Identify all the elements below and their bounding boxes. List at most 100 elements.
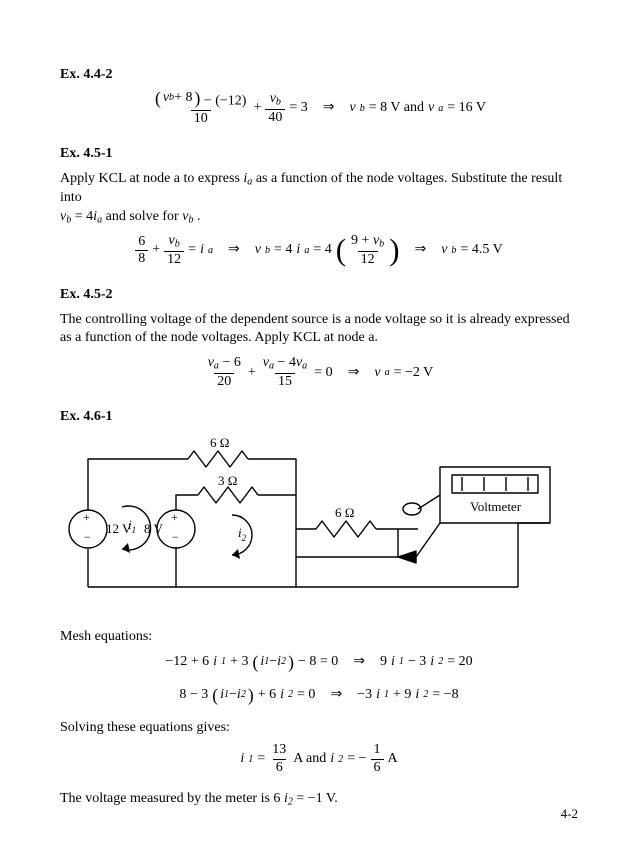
m4: − 4: [274, 355, 296, 370]
plus: +: [253, 99, 261, 118]
label-6ohm-top: 6 Ω: [210, 437, 229, 450]
p451-c: and solve for: [102, 209, 182, 224]
m1-ri2: i: [430, 653, 434, 672]
r-va-sub: a: [385, 366, 390, 380]
s-n1: 13: [269, 743, 289, 759]
m-ia-sub: a: [304, 244, 309, 258]
eqsign: =: [188, 241, 196, 260]
s-u: A and: [293, 750, 326, 769]
m2-pbs: 2: [241, 688, 246, 702]
sol-eq: i1 = 136 A and i2 = − 16 A: [60, 743, 578, 775]
res-va-sub: a: [438, 102, 443, 116]
svg-text:+: +: [83, 510, 90, 524]
s-eq2: = −: [347, 750, 366, 769]
imp: ⇒: [228, 241, 240, 260]
m1-ri1: i: [391, 653, 395, 672]
minus-neg12: − (−12): [200, 93, 246, 108]
m2-ri1s: 1: [384, 688, 389, 702]
svg-text:+: +: [171, 510, 178, 524]
r-neg2: = −2 V: [394, 364, 434, 383]
eq-452: va − 6 20 + va − 4va 15 = 0 ⇒ va = −2 V: [60, 354, 578, 390]
m1-r: 9: [380, 653, 387, 672]
d12: 12: [164, 251, 184, 268]
res-vb: v: [349, 99, 355, 118]
svg-text:−: −: [84, 530, 91, 544]
meas-a: The voltage measured by the meter is 6: [60, 791, 284, 806]
implies: ⇒: [323, 99, 335, 118]
m2-r3: = −8: [432, 686, 458, 705]
m1-c: − 8 = 0: [298, 653, 338, 672]
m2-c: = 0: [297, 686, 315, 705]
meas-b: = −1 V.: [293, 791, 338, 806]
m-4b: = 4: [313, 241, 331, 260]
plus8: + 8: [174, 91, 192, 106]
heading-452: Ex. 4.5-2: [60, 286, 578, 305]
s-d1: 6: [273, 759, 286, 776]
den-40: 40: [265, 109, 285, 126]
m2-ri2s: 2: [423, 688, 428, 702]
eq-442: vb + 8 − (−12) 10 + vb 40 = 3 ⇒ vb = 8 V…: [60, 91, 578, 127]
m2-ri2: i: [415, 686, 419, 705]
measured: The voltage measured by the meter is 6 i…: [60, 790, 578, 809]
pn-9: 9 +: [351, 233, 373, 248]
rhs-ia: i: [200, 241, 204, 260]
d8: 8: [135, 250, 148, 267]
plus2: +: [152, 241, 160, 260]
pn-12: 12: [358, 251, 378, 268]
m1-ri1s: 1: [399, 655, 404, 669]
m2-r2: + 9: [393, 686, 411, 705]
r-vb: v: [441, 241, 447, 260]
m1-a: −12 + 6: [165, 653, 209, 672]
m2-r: −3: [357, 686, 372, 705]
para-451: Apply KCL at node a to express ia as a f…: [60, 170, 578, 227]
m1-pbs: 2: [281, 655, 286, 669]
eq3: = 3: [289, 99, 307, 118]
label-8v: 8 V: [144, 521, 164, 536]
n2s: b: [175, 238, 180, 249]
s-u2: A: [388, 750, 398, 769]
s-eq: =: [257, 750, 265, 769]
label-voltmeter: Voltmeter: [470, 499, 522, 514]
res-16v: = 16 V: [447, 99, 486, 118]
s-i1s: 1: [248, 753, 253, 767]
m2-imp: ⇒: [330, 686, 342, 705]
m2-a: 8 − 3: [179, 686, 208, 705]
heading-442: Ex. 4.4-2: [60, 66, 578, 85]
den-10: 10: [191, 110, 211, 127]
s-i2s: 2: [338, 753, 343, 767]
sub-b2: b: [276, 96, 281, 107]
s-i2: i: [330, 750, 334, 769]
m-vb-sub: b: [265, 244, 270, 258]
il-eq: = 4: [71, 209, 93, 224]
label-6ohm-right: 6 Ω: [335, 505, 354, 520]
p451-a: Apply KCL at node a to express: [60, 171, 243, 186]
eq0: = 0: [314, 364, 332, 383]
circuit-figure: + − + −: [60, 437, 578, 614]
va3s: a: [302, 361, 307, 372]
r-va: v: [374, 364, 380, 383]
m-vb: v: [255, 241, 261, 260]
res-sub: b: [360, 102, 365, 116]
plus3: +: [248, 364, 256, 383]
m2-bis: 2: [288, 688, 293, 702]
mesh-eq-1: −12 + 6i1 + 3 i1 − i2 − 8 = 0 ⇒ 9i1 − 3i…: [60, 653, 578, 672]
para-452: The controlling voltage of the dependent…: [60, 311, 578, 349]
m2-bi: i: [280, 686, 284, 705]
heading-451: Ex. 4.5-1: [60, 145, 578, 164]
res-va: v: [428, 99, 434, 118]
m1-i1s: 1: [221, 655, 226, 669]
eq-451: 68 + vb12 = ia ⇒ vb = 4ia = 4 9 + vb 12 …: [60, 233, 578, 268]
pn-vb-sub: b: [379, 238, 384, 249]
imp3: ⇒: [348, 364, 360, 383]
solving-label: Solving these equations gives:: [60, 719, 578, 738]
m1-r3: = 20: [447, 653, 472, 672]
m2-ri1: i: [376, 686, 380, 705]
m-4: = 4: [274, 241, 292, 260]
rhs-ia-sub: a: [208, 244, 213, 258]
mesh-label: Mesh equations:: [60, 628, 578, 647]
m6: − 6: [219, 355, 241, 370]
svg-text:−: −: [172, 530, 179, 544]
label-3ohm: 3 Ω: [218, 473, 237, 488]
d15: 15: [275, 373, 295, 390]
p451-d: .: [193, 209, 200, 224]
